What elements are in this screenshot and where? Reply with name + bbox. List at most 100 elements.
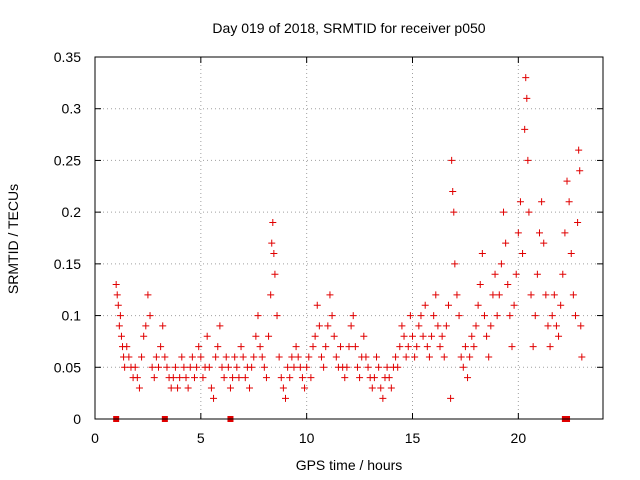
data-point (508, 343, 516, 351)
data-point (265, 332, 273, 340)
data-point (135, 384, 143, 392)
data-point (364, 363, 372, 371)
data-point (205, 363, 213, 371)
data-point (214, 343, 222, 351)
data-point (252, 332, 260, 340)
data-point (480, 312, 488, 320)
data-point (495, 291, 503, 299)
data-point (190, 374, 198, 382)
data-point (552, 322, 560, 330)
data-point (504, 281, 512, 289)
data-point (273, 312, 281, 320)
y-tick-label: 0 (73, 411, 81, 427)
data-point (117, 332, 125, 340)
data-point (476, 281, 484, 289)
x-tick-label: 10 (299, 430, 315, 446)
data-point (396, 343, 404, 351)
grid-lines (95, 57, 603, 419)
chart-title: Day 019 of 2018, SRMTID for receiver p05… (212, 20, 485, 36)
data-point (474, 301, 482, 309)
data-point (450, 208, 458, 216)
data-point (428, 332, 436, 340)
data-point (406, 312, 414, 320)
data-point (268, 239, 276, 247)
data-point (533, 270, 541, 278)
data-point (510, 301, 518, 309)
data-point (328, 312, 336, 320)
data-point (184, 384, 192, 392)
data-point (455, 312, 463, 320)
data-point (514, 229, 522, 237)
data-point (269, 218, 277, 226)
data-point (212, 353, 220, 361)
data-point (522, 74, 530, 82)
data-point (425, 353, 433, 361)
data-point (222, 353, 230, 361)
data-point (523, 94, 531, 102)
data-point (313, 301, 321, 309)
y-tick-label: 0.2 (62, 204, 82, 220)
data-point (571, 312, 579, 320)
data-point (157, 343, 165, 351)
data-point (434, 322, 442, 330)
data-point (398, 322, 406, 330)
data-point (256, 343, 264, 351)
data-point (466, 353, 474, 361)
y-tick-label: 0.1 (62, 308, 82, 324)
data-point (529, 343, 537, 351)
data-point (373, 353, 381, 361)
data-point (114, 301, 122, 309)
data-point (199, 374, 207, 382)
data-point (576, 167, 584, 175)
data-point (146, 312, 154, 320)
data-point (341, 374, 349, 382)
data-point (360, 332, 368, 340)
data-point (362, 353, 370, 361)
data-point (497, 260, 505, 268)
data-point (502, 239, 510, 247)
data-point (169, 374, 177, 382)
x-tick-label: 5 (197, 430, 205, 446)
data-point (542, 291, 550, 299)
data-point (521, 125, 529, 133)
data-point (540, 239, 548, 247)
data-point (487, 322, 495, 330)
x-axis-label: GPS time / hours (296, 457, 403, 473)
data-point (115, 322, 123, 330)
data-point (544, 322, 552, 330)
data-point (144, 291, 152, 299)
data-point (150, 374, 158, 382)
data-point (489, 291, 497, 299)
data-point (351, 343, 359, 351)
data-point (229, 374, 237, 382)
axis-ticks (94, 56, 603, 420)
data-point (423, 343, 431, 351)
data-point (516, 198, 524, 206)
data-point (142, 322, 150, 330)
data-point (277, 374, 285, 382)
data-point (569, 291, 577, 299)
data-point (525, 208, 533, 216)
data-point (343, 363, 351, 371)
data-point (167, 384, 175, 392)
data-point (282, 394, 289, 402)
data-point (536, 229, 543, 237)
data-point (500, 208, 508, 216)
data-point (294, 353, 302, 361)
data-point (152, 353, 160, 361)
data-point (233, 363, 241, 371)
data-point (239, 353, 247, 361)
data-point (163, 363, 171, 371)
x-tick-label: 0 (91, 430, 99, 446)
data-point (512, 270, 520, 278)
data-point (438, 332, 446, 340)
data-point (421, 301, 429, 309)
data-point (555, 332, 563, 340)
data-point (275, 353, 283, 361)
data-point (404, 343, 412, 351)
data-point (468, 332, 476, 340)
data-point (326, 291, 334, 299)
data-point (464, 374, 472, 382)
data-point (286, 374, 294, 382)
